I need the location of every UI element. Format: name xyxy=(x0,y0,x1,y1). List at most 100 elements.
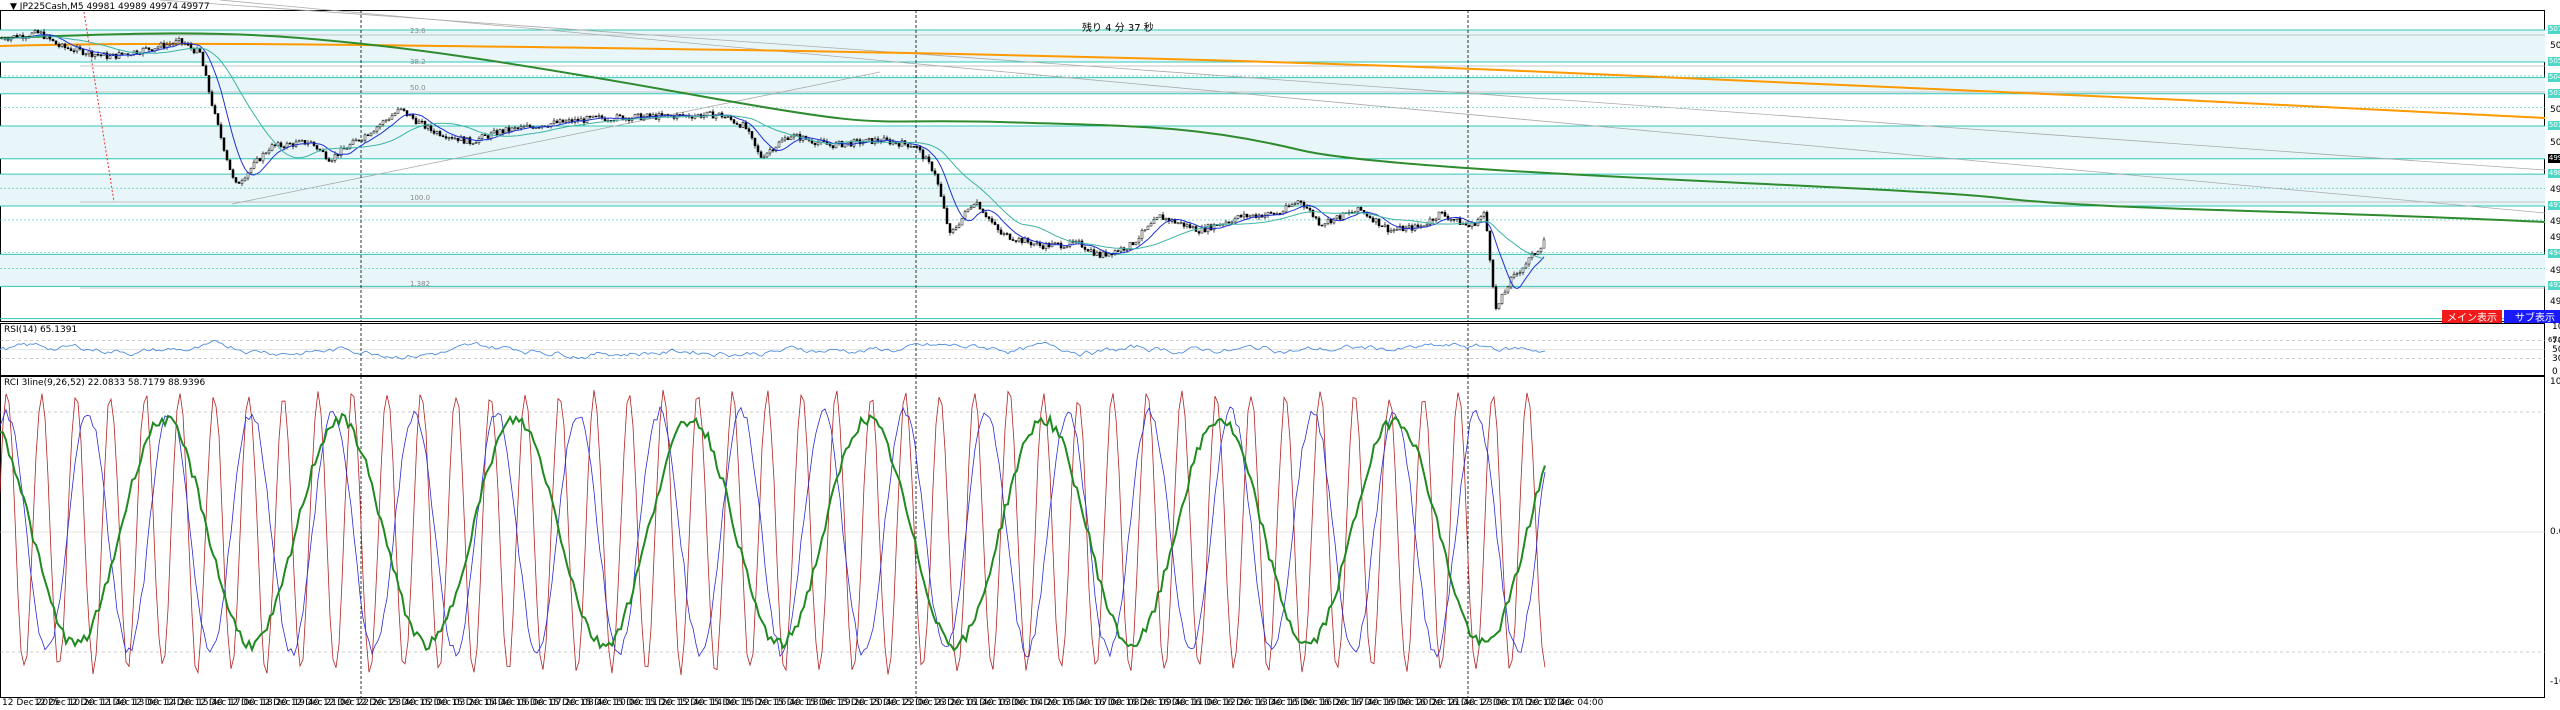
candle xyxy=(63,42,67,51)
candle xyxy=(957,222,961,229)
candle xyxy=(708,111,712,113)
candle xyxy=(867,137,871,142)
rci-pane[interactable]: RCI 3line(9,26,52) 22.0833 58.7179 88.93… xyxy=(0,376,2560,698)
candle xyxy=(1131,242,1135,246)
candle xyxy=(1164,217,1168,222)
rci-border xyxy=(0,376,2545,698)
candle xyxy=(1329,218,1333,225)
time-tick: 15 Dec 10:00 xyxy=(579,698,641,708)
time-tick: 12 Dec 23:40 xyxy=(355,698,416,708)
candle xyxy=(930,161,934,173)
candle xyxy=(1407,222,1411,229)
rsi-canvas[interactable] xyxy=(0,323,2560,376)
candle xyxy=(441,134,445,138)
candle xyxy=(54,40,58,45)
candle xyxy=(1392,228,1396,234)
rsi-tick: 100 xyxy=(2552,322,2560,332)
candle xyxy=(1440,210,1444,215)
time-tick: 16 Dec 04:20 xyxy=(997,698,1058,708)
candle xyxy=(1104,249,1108,258)
candle xyxy=(1437,211,1441,220)
candle xyxy=(1377,218,1381,228)
candle xyxy=(105,50,109,61)
time-tick: 12 Dec 13:00 xyxy=(98,698,159,708)
candle xyxy=(1374,217,1378,225)
candle xyxy=(990,216,994,225)
candle xyxy=(333,151,337,163)
candle xyxy=(270,142,274,152)
candle xyxy=(636,113,640,118)
candle xyxy=(1389,227,1393,234)
candle xyxy=(591,115,595,118)
candle xyxy=(966,208,970,213)
candle xyxy=(816,139,820,147)
candle xyxy=(1323,223,1327,228)
candle xyxy=(1305,203,1309,209)
candle xyxy=(972,203,976,208)
candle xyxy=(1296,200,1300,205)
candle xyxy=(486,134,490,140)
candle xyxy=(57,42,61,49)
time-tick: 15 Dec 11:20 xyxy=(611,698,673,708)
candle xyxy=(141,47,145,57)
candle xyxy=(948,222,952,236)
main-chart-pane[interactable]: 23.6 38.2 50.0 100.0 1.382 ▼ JP225Cash,M5 49… xyxy=(0,0,2560,328)
candle xyxy=(675,112,679,121)
candle xyxy=(603,115,607,122)
candle xyxy=(1410,223,1414,234)
candle xyxy=(1212,222,1216,233)
candle xyxy=(114,53,118,61)
candle xyxy=(1029,239,1033,248)
candle xyxy=(1269,210,1273,215)
candle xyxy=(918,145,922,153)
candle xyxy=(228,159,232,171)
time-tick: 12 Dec 17:00 xyxy=(194,698,256,708)
candle xyxy=(522,124,526,128)
candle xyxy=(783,135,787,142)
candle xyxy=(177,36,181,44)
candle xyxy=(366,133,370,137)
candle xyxy=(36,29,40,34)
main-chart-canvas[interactable]: 23.6 38.2 50.0 100.0 1.382 xyxy=(0,0,2560,323)
candle xyxy=(1032,243,1036,247)
candle xyxy=(1140,228,1144,242)
candle xyxy=(1413,223,1417,232)
candle xyxy=(996,223,1000,233)
candle xyxy=(1161,211,1165,220)
candle xyxy=(1287,203,1291,208)
candle xyxy=(1521,267,1525,276)
candle xyxy=(216,113,220,126)
candle xyxy=(951,228,955,235)
level-tag: 49890 xyxy=(2548,169,2560,179)
rci-canvas[interactable] xyxy=(0,376,2560,698)
time-tick: 15 Dec 08:40 xyxy=(547,698,609,708)
candle xyxy=(1089,246,1093,253)
candle xyxy=(252,159,256,170)
candle xyxy=(474,141,478,144)
candle xyxy=(1371,216,1375,223)
rsi-pane[interactable]: RSI(14) 65.1391 65.8091 100 705030 0 xyxy=(0,322,2560,377)
candle xyxy=(201,51,205,67)
candle xyxy=(468,135,472,146)
candle xyxy=(471,142,475,146)
time-tick: 15 Dec 14:00 xyxy=(676,698,737,708)
zone-band xyxy=(0,126,2545,159)
candle xyxy=(1506,285,1510,295)
candle xyxy=(588,115,592,120)
fib-label: 100.0 xyxy=(410,194,430,202)
candle xyxy=(1146,225,1150,231)
candle xyxy=(435,130,439,136)
candle xyxy=(414,116,418,126)
candle xyxy=(1041,243,1045,250)
candle xyxy=(1122,246,1126,253)
candle xyxy=(945,205,949,225)
time-tick: 16 Dec 23:00 xyxy=(1446,698,1508,708)
zone-band xyxy=(0,174,2545,206)
time-tick: 16 Dec 17:40 xyxy=(1318,698,1379,708)
level-tag: 49703 xyxy=(2548,200,2560,210)
candle xyxy=(381,119,385,127)
time-tick: 15 Dec 06:00 xyxy=(483,698,545,708)
time-tick: 16 Dec 20:20 xyxy=(1382,698,1443,708)
rci-short-line xyxy=(0,389,1546,676)
candle xyxy=(1182,222,1186,229)
